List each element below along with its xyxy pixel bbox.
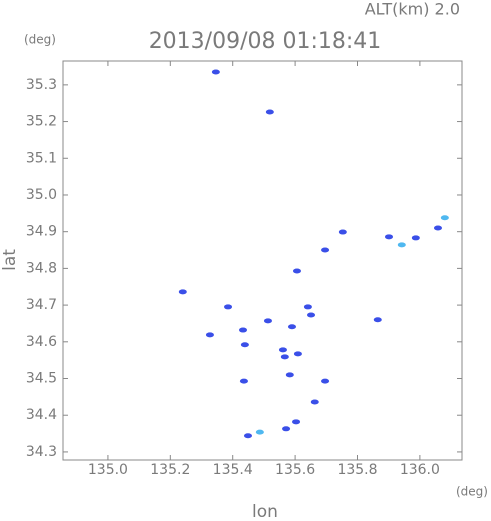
echo-point	[440, 215, 449, 221]
echo-point	[293, 351, 302, 357]
echo-point	[278, 347, 287, 353]
y-unit: (deg)	[24, 33, 56, 47]
echo-point	[285, 372, 294, 378]
echo-point	[303, 304, 312, 310]
x-tick-label: 135.6	[275, 462, 315, 478]
echo-point	[239, 378, 248, 384]
echo-point	[287, 324, 296, 330]
echo-point	[292, 268, 301, 274]
y-tick-label: 35.3	[26, 77, 57, 93]
y-tick-label: 35.2	[26, 114, 57, 130]
echo-point	[433, 225, 442, 231]
echo-point	[411, 235, 420, 241]
echo-point	[255, 429, 264, 435]
y-tick-label: 34.3	[26, 444, 57, 460]
x-tick-label: 135.8	[337, 462, 377, 478]
echo-point	[211, 69, 220, 75]
echo-point	[385, 234, 394, 240]
echo-point	[338, 229, 347, 235]
echo-point	[307, 312, 316, 318]
x-tick-label: 135.0	[88, 462, 128, 478]
y-tick-label: 35.1	[26, 150, 57, 166]
echo-point	[263, 318, 272, 324]
y-tick-label: 34.9	[26, 224, 57, 240]
echo-point	[292, 419, 301, 425]
echo-point	[397, 242, 406, 248]
echo-point	[321, 247, 330, 253]
y-tick-label: 35.0	[26, 187, 57, 203]
echo-point	[205, 332, 214, 338]
y-tick-label: 34.6	[26, 334, 57, 350]
echo-point	[178, 289, 187, 295]
echo-point	[373, 317, 382, 323]
x-unit: (deg)	[456, 485, 488, 499]
x-tick-label: 135.4	[213, 462, 253, 478]
y-tick-label: 34.5	[26, 371, 57, 387]
x-tick-label: 136.0	[400, 462, 440, 478]
x-tick-label: 135.2	[150, 462, 190, 478]
y-tick-label: 34.4	[26, 407, 57, 423]
y-tick-label: 34.7	[26, 297, 57, 313]
echo-point	[224, 304, 233, 310]
echo-point	[239, 327, 248, 333]
echo-point	[321, 378, 330, 384]
echo-point	[280, 354, 289, 360]
echo-point	[310, 399, 319, 405]
y-axis-label: lat	[0, 249, 20, 271]
echo-point	[265, 109, 274, 115]
echo-point	[282, 426, 291, 432]
chart-title: 2013/09/08 01:18:41	[149, 29, 382, 54]
echo-point	[240, 342, 249, 348]
x-axis-label: lon	[252, 502, 278, 521]
altitude-label: ALT(km) 2.0	[365, 0, 460, 19]
y-tick-label: 34.8	[26, 260, 57, 276]
echo-point	[243, 433, 252, 439]
plot-frame	[62, 60, 463, 461]
